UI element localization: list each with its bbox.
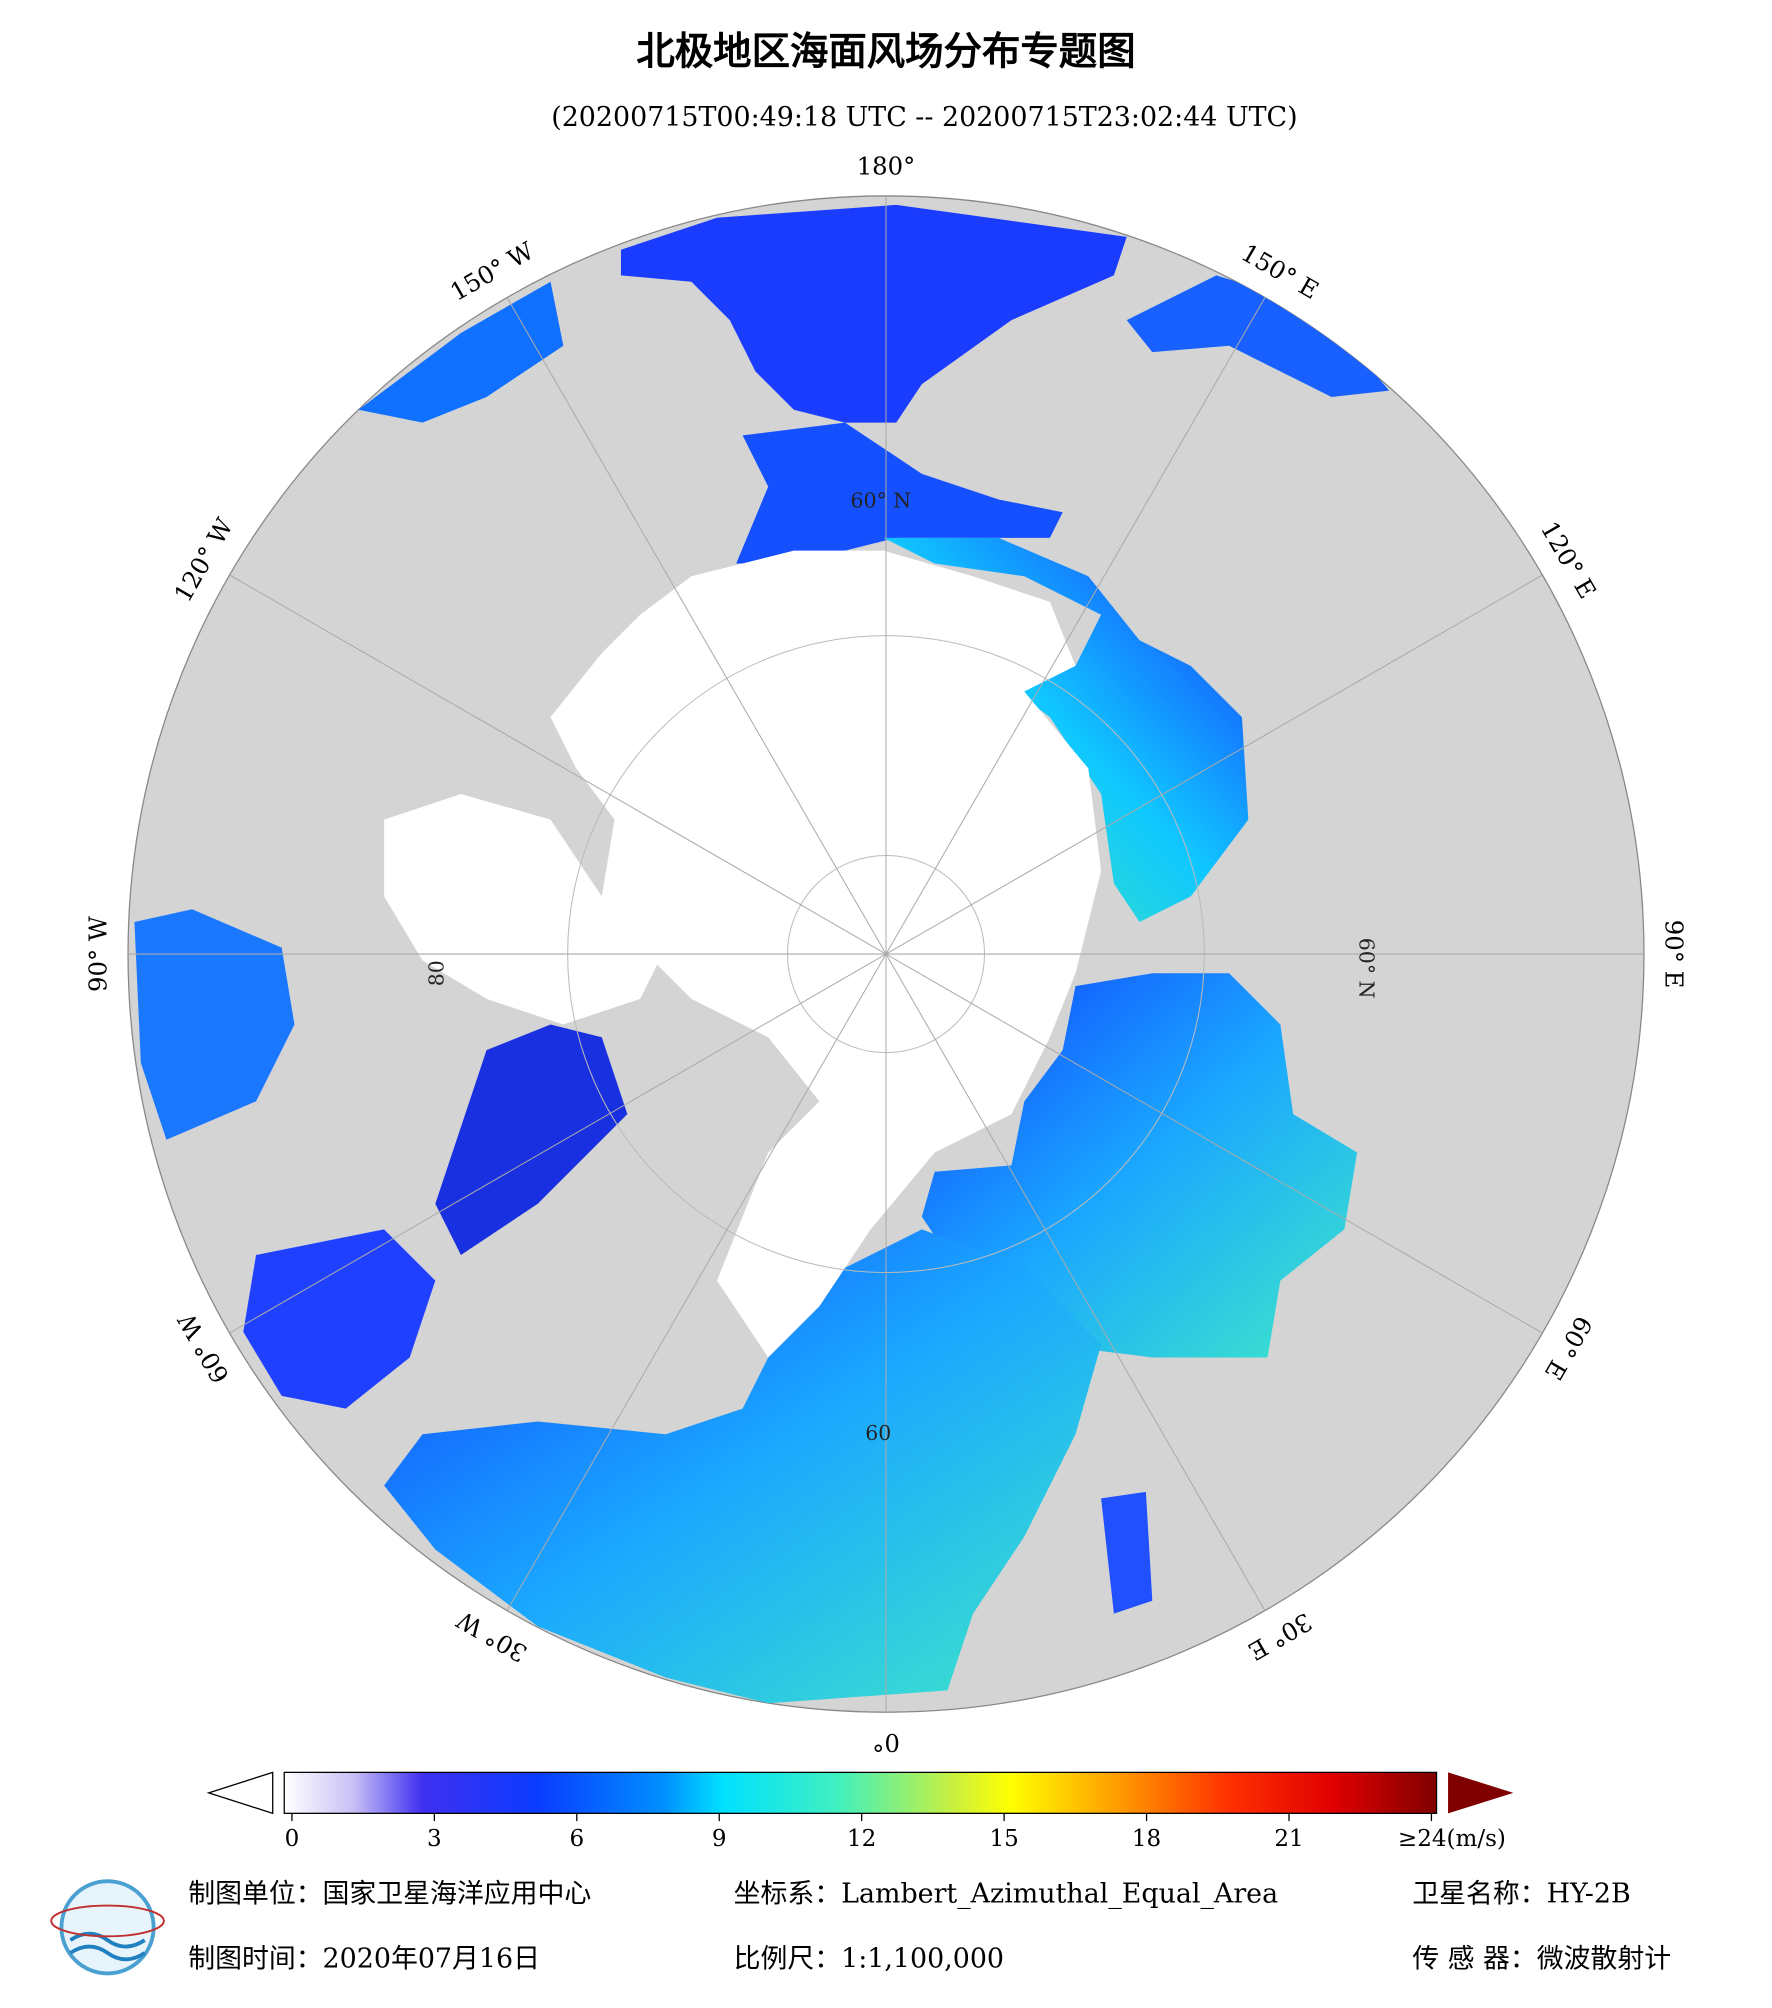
- colorbar-tick-label: 6: [569, 1826, 584, 1852]
- meridian: [885, 574, 1543, 955]
- colorbar-tick-label: ≥24(m/s): [1398, 1826, 1506, 1852]
- footer-projection: 坐标系：Lambert_Azimuthal_Equal_Area: [734, 1878, 1278, 1909]
- meridian: [229, 574, 887, 955]
- sea-ice: [384, 793, 666, 1025]
- meridian: [506, 953, 887, 1611]
- footer-date: 制图时间：2020年07月16日: [188, 1944, 540, 1975]
- colorbar-tick-label: 21: [1274, 1826, 1303, 1852]
- lon-label: 0°: [872, 1728, 900, 1757]
- wind-area: [243, 1229, 436, 1409]
- wind-area: [620, 204, 1127, 423]
- colorbar-over: [1448, 1772, 1514, 1814]
- colorbar-tick-label: 18: [1132, 1826, 1161, 1852]
- meridian: [229, 953, 887, 1334]
- colorbar-tick-label: 15: [989, 1826, 1018, 1852]
- wind-area: [921, 973, 1358, 1358]
- meridian: [885, 953, 1543, 1334]
- logo: [50, 1879, 165, 1976]
- graticule: [128, 195, 1644, 1713]
- lon-label: 180°: [857, 151, 916, 180]
- map-subtitle: (20200715T00:49:18 UTC -- 20200715T23:02…: [551, 102, 1297, 133]
- lat-label: 60° N: [1354, 938, 1378, 999]
- wind-area: [1101, 1491, 1153, 1614]
- lon-label: 90° W: [83, 916, 112, 992]
- colorbar-tick-label: 0: [285, 1826, 300, 1852]
- footer-scale: 比例尺：1:1,100,000: [734, 1944, 1004, 1975]
- wind-area: [358, 281, 564, 423]
- wind-area: [134, 909, 295, 1140]
- wind-area: [883, 537, 1249, 923]
- lat-label: 60° N: [851, 488, 912, 512]
- wind-area: [384, 1229, 1102, 1704]
- footer-unit: 制图单位：国家卫星海洋应用中心: [188, 1878, 591, 1909]
- meridian: [506, 297, 887, 955]
- wind-area: [435, 1024, 628, 1255]
- meridian: [885, 953, 1266, 1611]
- lat-label: 80: [424, 960, 448, 986]
- colorbar-under: [206, 1771, 274, 1815]
- colorbar-tick-label: 12: [847, 1826, 876, 1852]
- map-title: 北极地区海面风场分布专题图: [636, 29, 1135, 74]
- wind-area: [1126, 275, 1390, 397]
- colorbar: 0 3 6 9 12 15 18 21 ≥24(m/s): [206, 1771, 1514, 1852]
- wind-area: [736, 422, 1063, 564]
- footer-satellite: 卫星名称：HY-2B: [1412, 1878, 1631, 1909]
- colorbar-scale: [283, 1771, 1438, 1814]
- lon-label: 90° E: [1660, 920, 1689, 989]
- meridian: [885, 297, 1266, 955]
- colorbar-tick-label: 3: [427, 1826, 442, 1852]
- footer-sensor: 传 感 器：微波散射计: [1412, 1944, 1671, 1975]
- colorbar-tick-label: 9: [712, 1826, 727, 1852]
- lat-label: 60: [865, 1421, 891, 1445]
- wind-field: [128, 195, 1644, 1713]
